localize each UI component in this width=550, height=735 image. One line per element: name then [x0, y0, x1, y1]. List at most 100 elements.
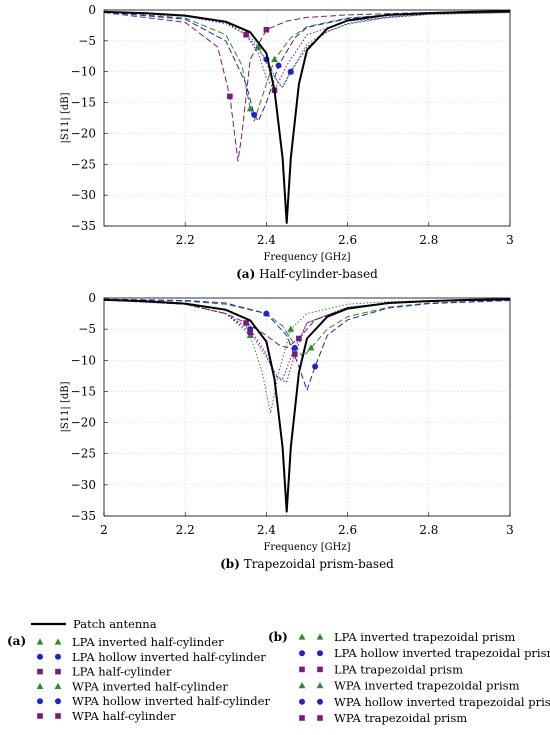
legend-marker [316, 682, 324, 689]
legend-marker [298, 633, 306, 640]
series-marker [243, 31, 249, 38]
plot-frame [103, 9, 511, 227]
series-marker [251, 111, 258, 118]
y-axis-label: |S11| [dB] [60, 92, 71, 143]
series-marker [287, 325, 295, 332]
caption-letter: (b) [220, 557, 240, 571]
series-marker [296, 335, 302, 342]
legend-marker [298, 682, 306, 689]
legend-label: LPA inverted trapezoidal prism [334, 630, 515, 644]
series-marker [287, 68, 294, 75]
series-marker [247, 329, 253, 336]
chart-caption: (b) Trapezoidal prism-based [220, 557, 394, 571]
x-tick-label: 2.4 [257, 523, 276, 537]
legend-label: LPA hollow inverted half-cylinder [72, 650, 266, 664]
legend-label: LPA hollow inverted trapezoidal prism [334, 646, 550, 660]
legend-label: LPA inverted half-cylinder [72, 635, 224, 649]
x-axis-label: Frequency [GHz] [263, 542, 350, 553]
series-marker [312, 363, 319, 370]
series-marker [291, 344, 298, 351]
x-tick-label: 2.4 [257, 233, 276, 247]
y-tick-label: −15 [71, 384, 96, 398]
series-marker [263, 26, 270, 33]
y-tick-label: −20 [71, 126, 96, 140]
legend-label: LPA half-cylinder [72, 665, 172, 679]
y-tick-label: −30 [71, 478, 96, 492]
y-tick-label: −35 [71, 219, 96, 233]
legend-marker [37, 653, 43, 660]
chart-caption: (a) Half-cylinder-based [236, 267, 378, 281]
series-line [103, 10, 511, 224]
legend-marker [37, 668, 43, 675]
legend-marker [299, 650, 305, 657]
series-line [103, 11, 511, 122]
legend-marker [299, 698, 305, 705]
x-tick-label: 2.2 [176, 233, 195, 247]
x-tick-label: 2.2 [176, 523, 195, 537]
x-tick-label: 2.6 [338, 523, 357, 537]
series-marker [246, 105, 254, 112]
series-line [103, 299, 511, 414]
y-tick-label: −10 [71, 65, 96, 79]
legend-marker [317, 715, 323, 721]
legend-marker [55, 698, 61, 705]
series-marker [275, 62, 282, 69]
series-line [103, 11, 511, 162]
chart-trapezoidal-prism: 0 −5 −10 −15 −20 −25 −30 −35 2 2.2 2.4 2.6 2.8 3 |S11|… [60, 291, 514, 571]
legend-group-a-label: (a) [7, 634, 26, 648]
y-tick-label: 0 [88, 291, 96, 305]
y-tick-label: −20 [71, 416, 96, 430]
legend-label: WPA trapezoidal prism [334, 711, 467, 725]
series-marker [307, 344, 315, 351]
series-line [103, 11, 511, 88]
y-tick-label: 0 [88, 3, 96, 17]
x-tick-label: 2.8 [419, 523, 438, 537]
legend-marker [317, 666, 323, 673]
legend-marker [54, 682, 62, 689]
legend-marker [36, 682, 44, 689]
legend-marker [37, 713, 43, 719]
legend-label: WPA inverted trapezoidal prism [334, 679, 520, 693]
legend-label: WPA hollow inverted trapezoidal prism [334, 695, 550, 709]
chart-half-cylinder: 0 −5 −10 −15 −20 −25 −30 −35 2.2 2.4 2.6 2.8 3 |S11| … [60, 3, 514, 281]
y-tick-label: −5 [78, 322, 96, 336]
legend-marker [317, 650, 323, 657]
x-tick-label: 2 [100, 523, 108, 537]
caption-letter: (a) [236, 267, 255, 281]
series-marker [292, 351, 298, 357]
y-axis-label: |S11| [dB] [60, 381, 71, 432]
series-line [103, 298, 511, 391]
legend-label-patch: Patch antenna [73, 617, 157, 631]
legend-marker [36, 638, 44, 645]
legend-marker [37, 698, 43, 705]
legend-label: WPA inverted half-cylinder [72, 679, 228, 693]
legend-label: LPA trapezoidal prism [334, 662, 463, 676]
y-tick-label: −10 [71, 353, 96, 367]
y-tick-label: −35 [71, 509, 96, 523]
y-tick-label: −25 [71, 447, 96, 461]
series-marker [227, 93, 233, 100]
legend-group-b-label: (b) [268, 630, 288, 644]
x-tick-label: 2.8 [419, 233, 438, 247]
legend-marker [54, 638, 62, 645]
series-line [103, 11, 511, 122]
legend-label: WPA hollow inverted half-cylinder [72, 694, 270, 708]
legend-label: WPA half-cylinder [72, 709, 176, 723]
legend-marker [55, 713, 61, 719]
series-marker [263, 310, 270, 317]
x-tick-label: 3 [506, 233, 514, 247]
y-tick-label: −25 [71, 157, 96, 171]
y-tick-label: −5 [78, 34, 96, 48]
legend-marker [316, 633, 324, 640]
legend-marker [317, 698, 323, 705]
y-tick-label: −30 [71, 188, 96, 202]
legend-marker [299, 666, 305, 673]
x-axis-label: Frequency [GHz] [263, 252, 350, 263]
caption-text: Trapezoidal prism-based [240, 557, 394, 571]
legend: Patch antenna (a) (b) LPA inverted half-… [7, 617, 550, 725]
series-marker [271, 55, 278, 62]
x-tick-label: 2.6 [338, 233, 357, 247]
legend-group-b: LPA inverted trapezoidal prism LPA hollow… [298, 630, 550, 725]
caption-text: Half-cylinder-based [255, 267, 378, 281]
